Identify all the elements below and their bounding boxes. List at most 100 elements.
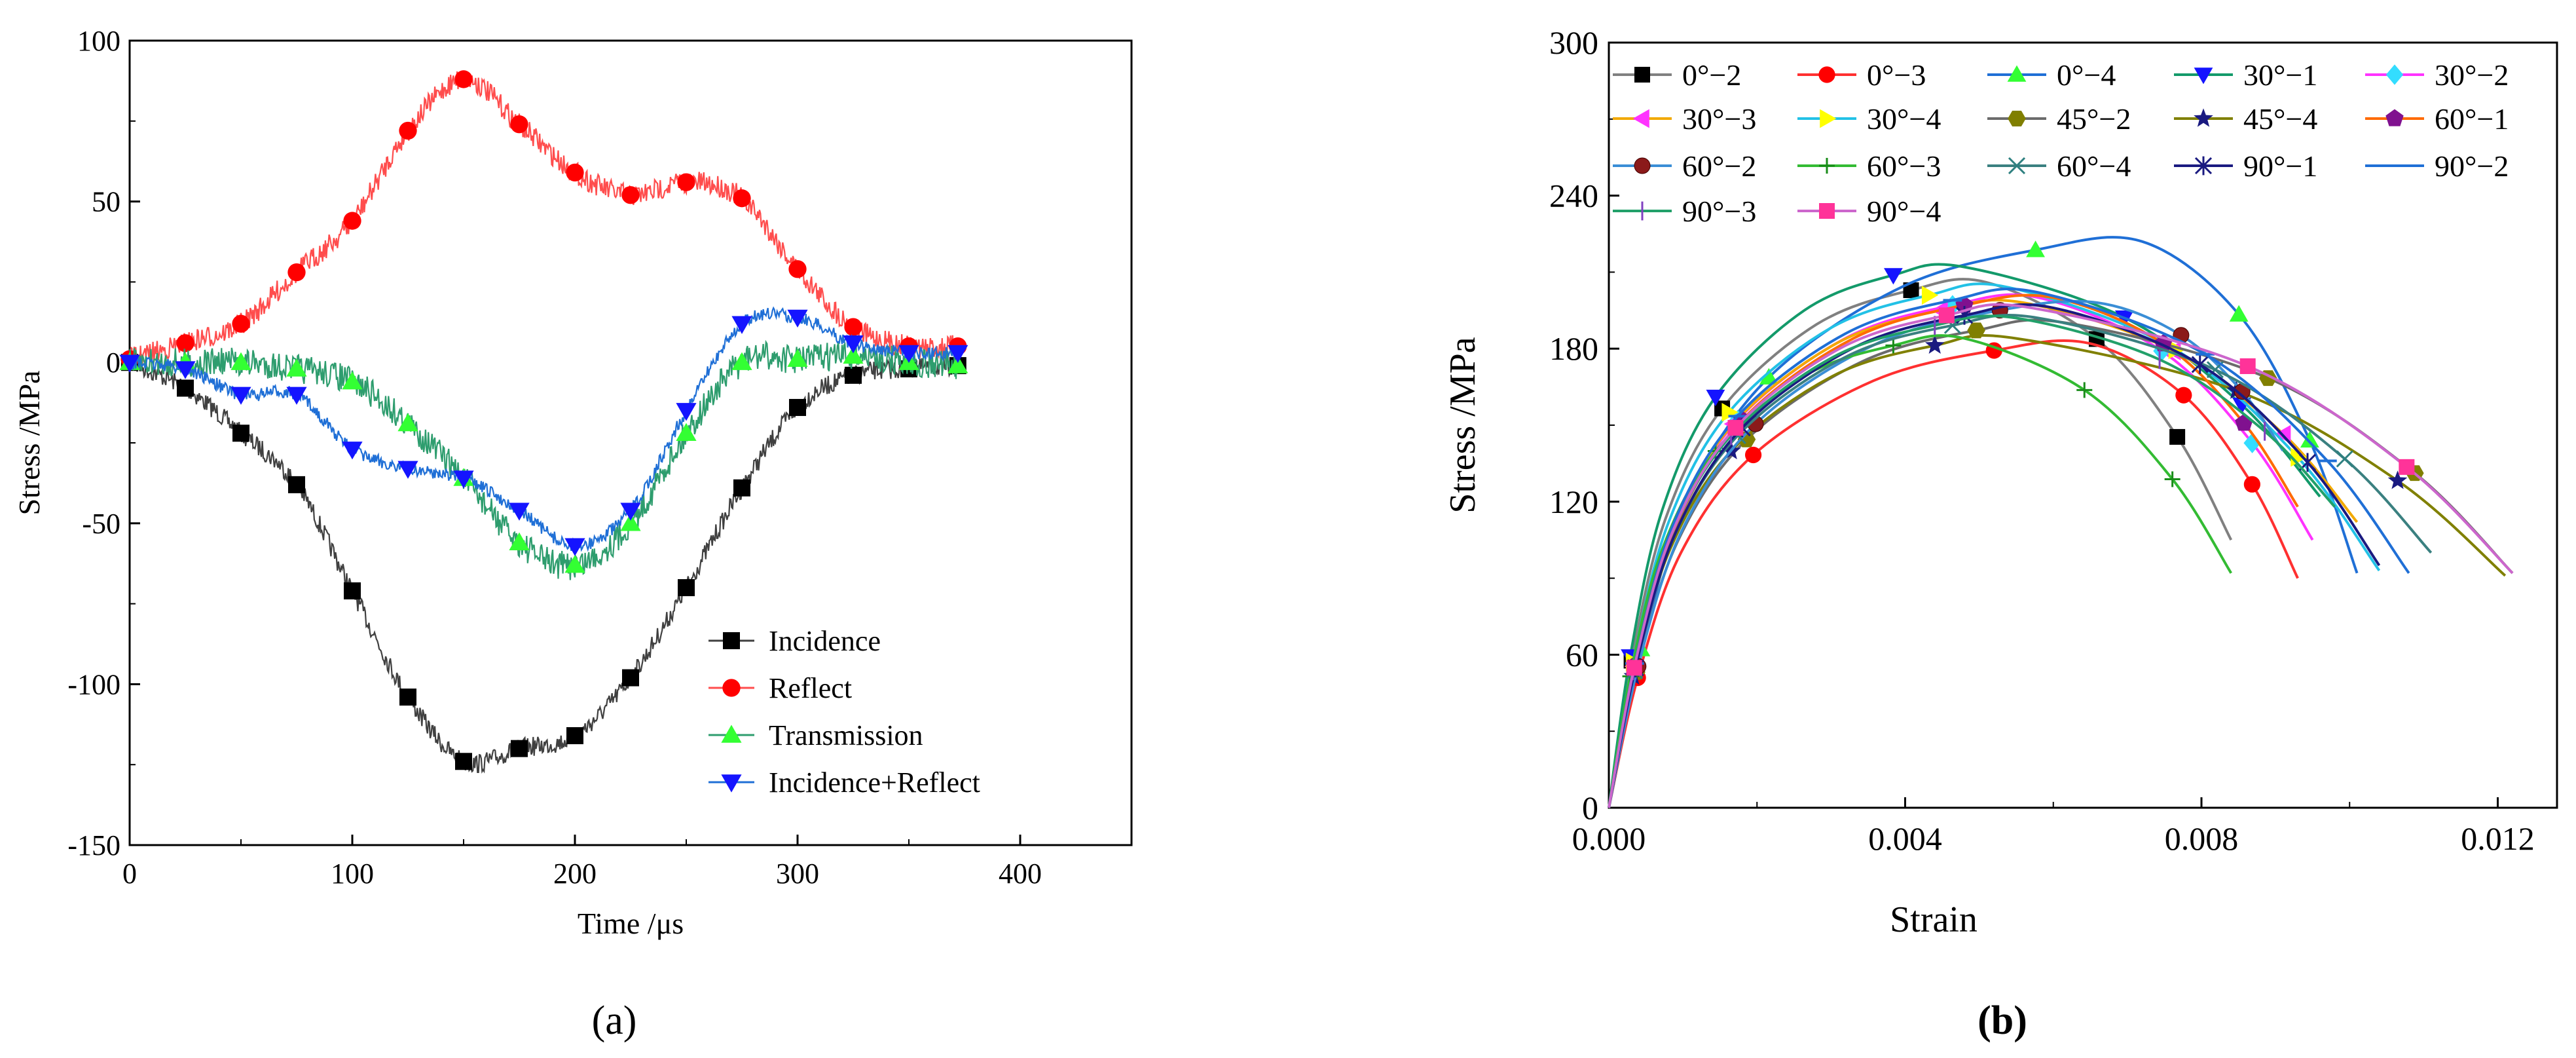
data-point bbox=[845, 366, 862, 384]
data-point bbox=[564, 538, 585, 556]
data-point bbox=[566, 727, 583, 744]
data-point bbox=[2387, 470, 2408, 489]
legend-item: 0°−2 bbox=[1613, 58, 1741, 92]
legend-label: 30°−1 bbox=[2243, 58, 2317, 92]
legend-label: 30°−3 bbox=[1682, 102, 1756, 136]
series-90-2 bbox=[1608, 288, 2410, 808]
legend-label: 0°−2 bbox=[1682, 58, 1741, 92]
legend-item: Transmission bbox=[708, 719, 923, 751]
data-point bbox=[119, 354, 140, 373]
data-point bbox=[1721, 402, 1739, 422]
data-point bbox=[342, 371, 363, 390]
data-point bbox=[344, 582, 361, 599]
series-line bbox=[128, 352, 959, 774]
chart-b-panel-label: (b) bbox=[1978, 998, 2027, 1043]
legend-label: 0°−3 bbox=[1867, 58, 1926, 92]
data-point bbox=[678, 579, 695, 597]
data-point bbox=[509, 502, 530, 521]
legend-item: 60°−4 bbox=[1987, 149, 2131, 183]
x-tick-label: 0.004 bbox=[1868, 820, 1942, 857]
series-line bbox=[1608, 282, 2381, 808]
legend-label: 60°−2 bbox=[1682, 149, 1756, 183]
data-point bbox=[677, 173, 695, 191]
series-line bbox=[1608, 288, 2410, 808]
legend-item: 60°−1 bbox=[2365, 102, 2509, 136]
legend-label: 60°−4 bbox=[2057, 149, 2131, 183]
data-point bbox=[2026, 240, 2045, 257]
x-tick-label: 0.008 bbox=[2165, 820, 2239, 857]
series-0-3 bbox=[1608, 339, 2299, 808]
x-tick-label: 400 bbox=[999, 858, 1042, 890]
data-point bbox=[2300, 430, 2319, 448]
legend-item: 0°−4 bbox=[1987, 58, 2116, 92]
legend-marker bbox=[721, 774, 742, 793]
chart-b-series bbox=[1608, 236, 2514, 808]
legend-label: Transmission bbox=[769, 719, 923, 751]
legend-item: Incidence+Reflect bbox=[708, 766, 980, 799]
legend-label: 0°−4 bbox=[2057, 58, 2116, 92]
legend-item: Reflect bbox=[708, 672, 852, 704]
data-point bbox=[566, 163, 584, 182]
data-point bbox=[676, 423, 697, 441]
legend-marker bbox=[2194, 67, 2213, 85]
x-tick-label: 100 bbox=[331, 858, 374, 890]
data-point bbox=[1921, 286, 1939, 305]
x-tick-label: 0.012 bbox=[2461, 820, 2535, 857]
chart-a-plot-frame bbox=[128, 39, 1133, 846]
legend-marker bbox=[1634, 67, 1650, 83]
data-point bbox=[1885, 337, 1902, 354]
legend-item: 90°−3 bbox=[1613, 195, 1756, 228]
legend-marker bbox=[2007, 65, 2027, 82]
chart-a-legend: Incidence Reflect Transmission Incidence+Re… bbox=[708, 625, 980, 799]
legend-item: 30°−2 bbox=[2365, 58, 2509, 92]
y-tick-label: 180 bbox=[1549, 330, 1598, 367]
legend-marker bbox=[2008, 111, 2026, 126]
y-tick-label: 100 bbox=[77, 25, 120, 57]
data-point bbox=[622, 669, 639, 687]
legend-item: 90°−4 bbox=[1797, 195, 1941, 228]
legend-item: 45°−2 bbox=[1987, 102, 2131, 136]
series-line bbox=[1608, 293, 2299, 808]
chart-a-series bbox=[119, 70, 968, 774]
series-line bbox=[1608, 299, 2285, 808]
data-point bbox=[2399, 459, 2415, 475]
data-point bbox=[564, 555, 585, 573]
series-30-3 bbox=[1608, 299, 2359, 808]
chart-a-ticks: 0 100 200 300 400 -150 -100 -50 0 50 100 bbox=[67, 25, 1042, 890]
series-30-4 bbox=[1608, 282, 2381, 808]
data-point bbox=[2175, 387, 2192, 404]
data-point bbox=[510, 115, 528, 134]
data-point bbox=[509, 532, 530, 550]
legend-marker bbox=[721, 725, 742, 743]
legend-marker bbox=[1820, 109, 1837, 128]
data-point bbox=[789, 398, 806, 416]
legend-marker bbox=[1819, 203, 1835, 219]
series-incidence-reflect bbox=[119, 306, 968, 556]
data-point bbox=[787, 309, 808, 328]
data-point bbox=[177, 379, 194, 397]
data-point bbox=[1938, 307, 1955, 324]
legend-label: 90°−4 bbox=[1867, 195, 1941, 228]
data-point bbox=[731, 316, 752, 334]
data-point bbox=[2191, 355, 2209, 374]
chart-b-ticks: 0.000 0.004 0.008 0.012 0 60 120 180 240 300 bbox=[1549, 24, 2535, 857]
series-90-4 bbox=[1608, 303, 2514, 808]
legend-marker bbox=[2008, 157, 2026, 175]
data-point bbox=[2336, 450, 2353, 468]
series-line bbox=[1608, 314, 2433, 808]
legend-marker bbox=[1634, 157, 1651, 174]
series-line bbox=[1608, 236, 2359, 808]
legend-marker bbox=[722, 679, 741, 697]
series-60-2 bbox=[1608, 299, 2285, 808]
x-tick-label: 200 bbox=[553, 858, 597, 890]
data-point bbox=[230, 352, 251, 370]
legend-item: 0°−3 bbox=[1797, 58, 1926, 92]
y-tick-label: -50 bbox=[82, 508, 120, 540]
data-point bbox=[948, 345, 968, 364]
chart-b-xlabel: Strain bbox=[1890, 899, 1978, 940]
chart-a-ylabel: Stress /MPa bbox=[12, 370, 46, 515]
y-tick-label: 300 bbox=[1549, 24, 1598, 61]
chart-a-xlabel: Time /μs bbox=[578, 907, 684, 940]
data-point bbox=[844, 318, 862, 336]
